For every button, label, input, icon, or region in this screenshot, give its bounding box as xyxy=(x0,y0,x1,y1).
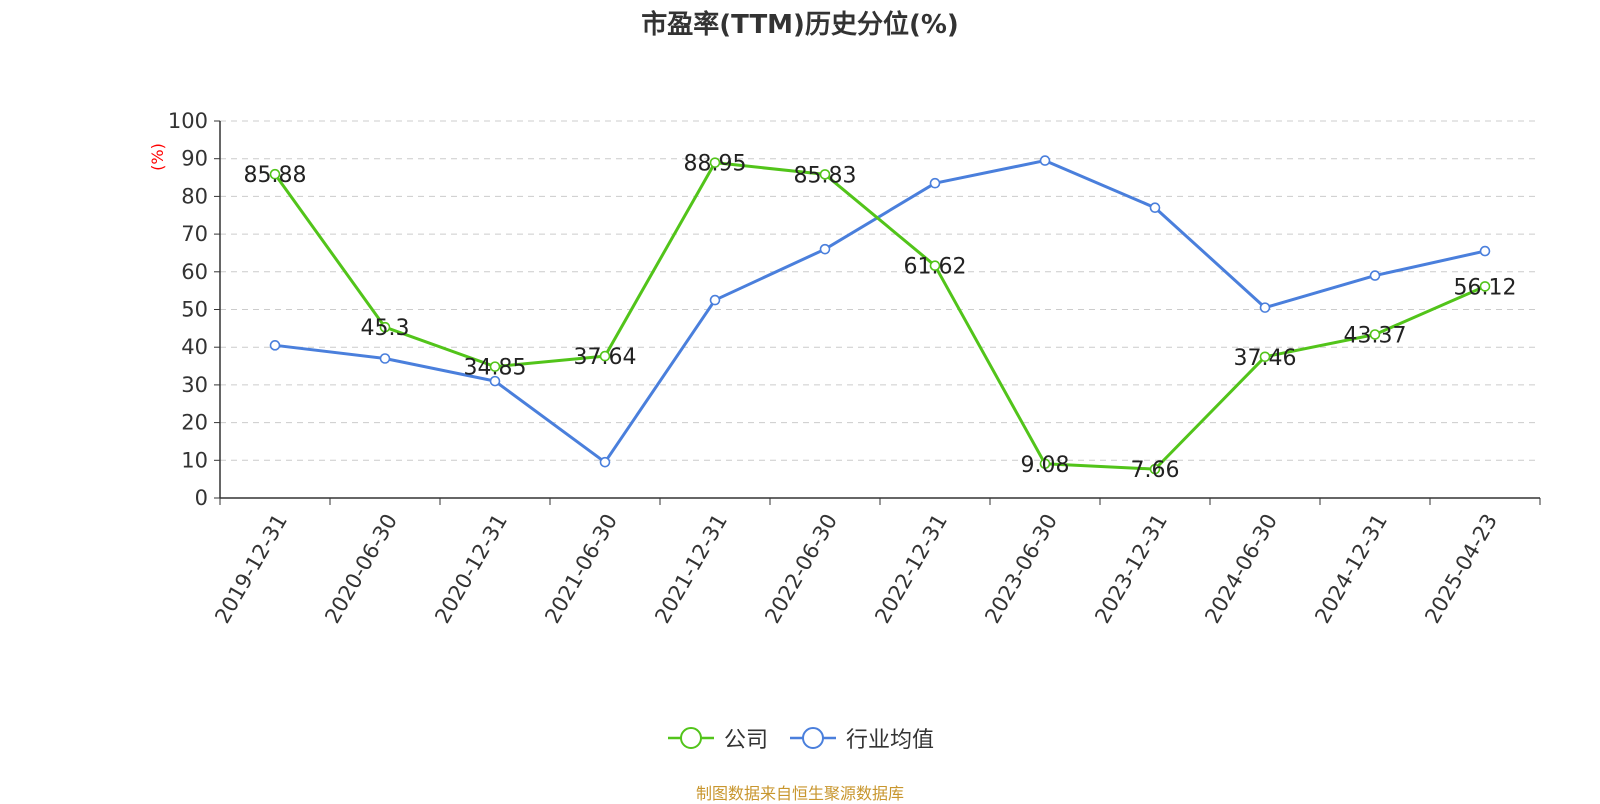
y-tick-label: 30 xyxy=(181,373,208,397)
x-tick-label: 2021-12-31 xyxy=(650,510,732,628)
y-tick-label: 60 xyxy=(181,260,208,284)
data-point xyxy=(1259,302,1271,313)
grid-lines xyxy=(220,120,1540,461)
data-point xyxy=(1149,202,1161,214)
data-label: 85.88 xyxy=(244,163,307,188)
x-tick-label: 2023-12-31 xyxy=(1090,510,1172,628)
data-point xyxy=(489,361,501,372)
y-axis-label: (%) xyxy=(148,143,167,171)
data-point xyxy=(929,177,941,189)
data-label: 34.85 xyxy=(464,356,527,381)
y-tick-label: 100 xyxy=(168,109,208,133)
data-point xyxy=(819,243,831,255)
data-point xyxy=(709,157,721,168)
data-point xyxy=(379,353,391,364)
data-label: 37.64 xyxy=(574,345,637,370)
data-label: 56.12 xyxy=(1454,275,1517,300)
data-label: 37.46 xyxy=(1234,346,1297,371)
data-point xyxy=(379,321,391,333)
data-point xyxy=(1259,351,1271,363)
data-point xyxy=(1149,463,1161,475)
data-point xyxy=(709,294,721,306)
data-point xyxy=(269,340,281,351)
x-tick-label: 2020-06-30 xyxy=(320,510,402,628)
y-tick-label: 20 xyxy=(181,411,208,435)
legend-marker-icon xyxy=(790,727,836,749)
x-tick-label: 2025-04-23 xyxy=(1420,510,1502,628)
chart-title: 市盈率(TTM)历史分位(%) xyxy=(641,10,959,40)
y-tick-label: 0 xyxy=(195,486,208,510)
series-line xyxy=(274,159,1486,464)
legend-label: 行业均值 xyxy=(846,728,935,753)
data-label: 45.3 xyxy=(361,316,410,341)
x-tick-label: 2020-12-31 xyxy=(430,510,512,628)
y-tick-label: 10 xyxy=(181,448,208,472)
data-point xyxy=(1479,245,1491,257)
data-point xyxy=(269,168,281,180)
data-point xyxy=(489,375,501,387)
data-point xyxy=(819,169,831,180)
data-label: 7.66 xyxy=(1131,458,1180,483)
legend-item[interactable]: 公司 xyxy=(666,722,768,754)
data-label: 9.08 xyxy=(1021,453,1070,478)
x-tick-label: 2022-12-31 xyxy=(870,510,952,628)
data-point xyxy=(1039,155,1051,166)
data-point xyxy=(1369,329,1381,340)
data-point xyxy=(1369,270,1381,281)
series-lines xyxy=(269,155,1491,475)
legend-marker-icon xyxy=(667,727,714,749)
data-labels: 85.88 45.3 34.85 37.64 88.95 85.83 61.62 9.08 7.… xyxy=(244,152,1517,483)
x-tick-label: 2023-06-30 xyxy=(980,510,1062,628)
legend-circle xyxy=(679,727,702,749)
x-tick-label: 2021-06-30 xyxy=(540,510,622,628)
y-tick-label: 50 xyxy=(181,298,208,322)
data-label: 61.62 xyxy=(904,255,967,280)
y-tick-label: 80 xyxy=(181,184,208,208)
legend: 公司 行业均值 xyxy=(0,722,1600,754)
y-tick-label: 40 xyxy=(181,335,208,359)
y-tick-label: 70 xyxy=(181,222,208,246)
y-tick-label: 90 xyxy=(181,147,208,171)
data-point xyxy=(1479,281,1491,292)
x-tick-label: 2019-12-31 xyxy=(210,510,292,628)
legend-label: 公司 xyxy=(723,728,768,753)
data-label: 43.37 xyxy=(1344,323,1407,348)
data-point xyxy=(599,456,611,468)
x-tick-label: 2022-06-30 xyxy=(760,510,842,628)
legend-circle xyxy=(802,727,824,749)
data-label: 85.83 xyxy=(794,163,857,188)
legend-item[interactable]: 行业均值 xyxy=(788,722,934,754)
series-line xyxy=(273,161,1486,471)
x-tick-label: 2024-06-30 xyxy=(1200,510,1282,628)
data-point xyxy=(929,260,941,271)
source-footer: 制图数据来自恒生聚源数据库 xyxy=(695,784,904,803)
data-point xyxy=(1039,458,1051,470)
x-tick-label: 2024-12-31 xyxy=(1310,510,1392,628)
data-label: 88.95 xyxy=(684,152,747,177)
data-point xyxy=(599,350,611,362)
